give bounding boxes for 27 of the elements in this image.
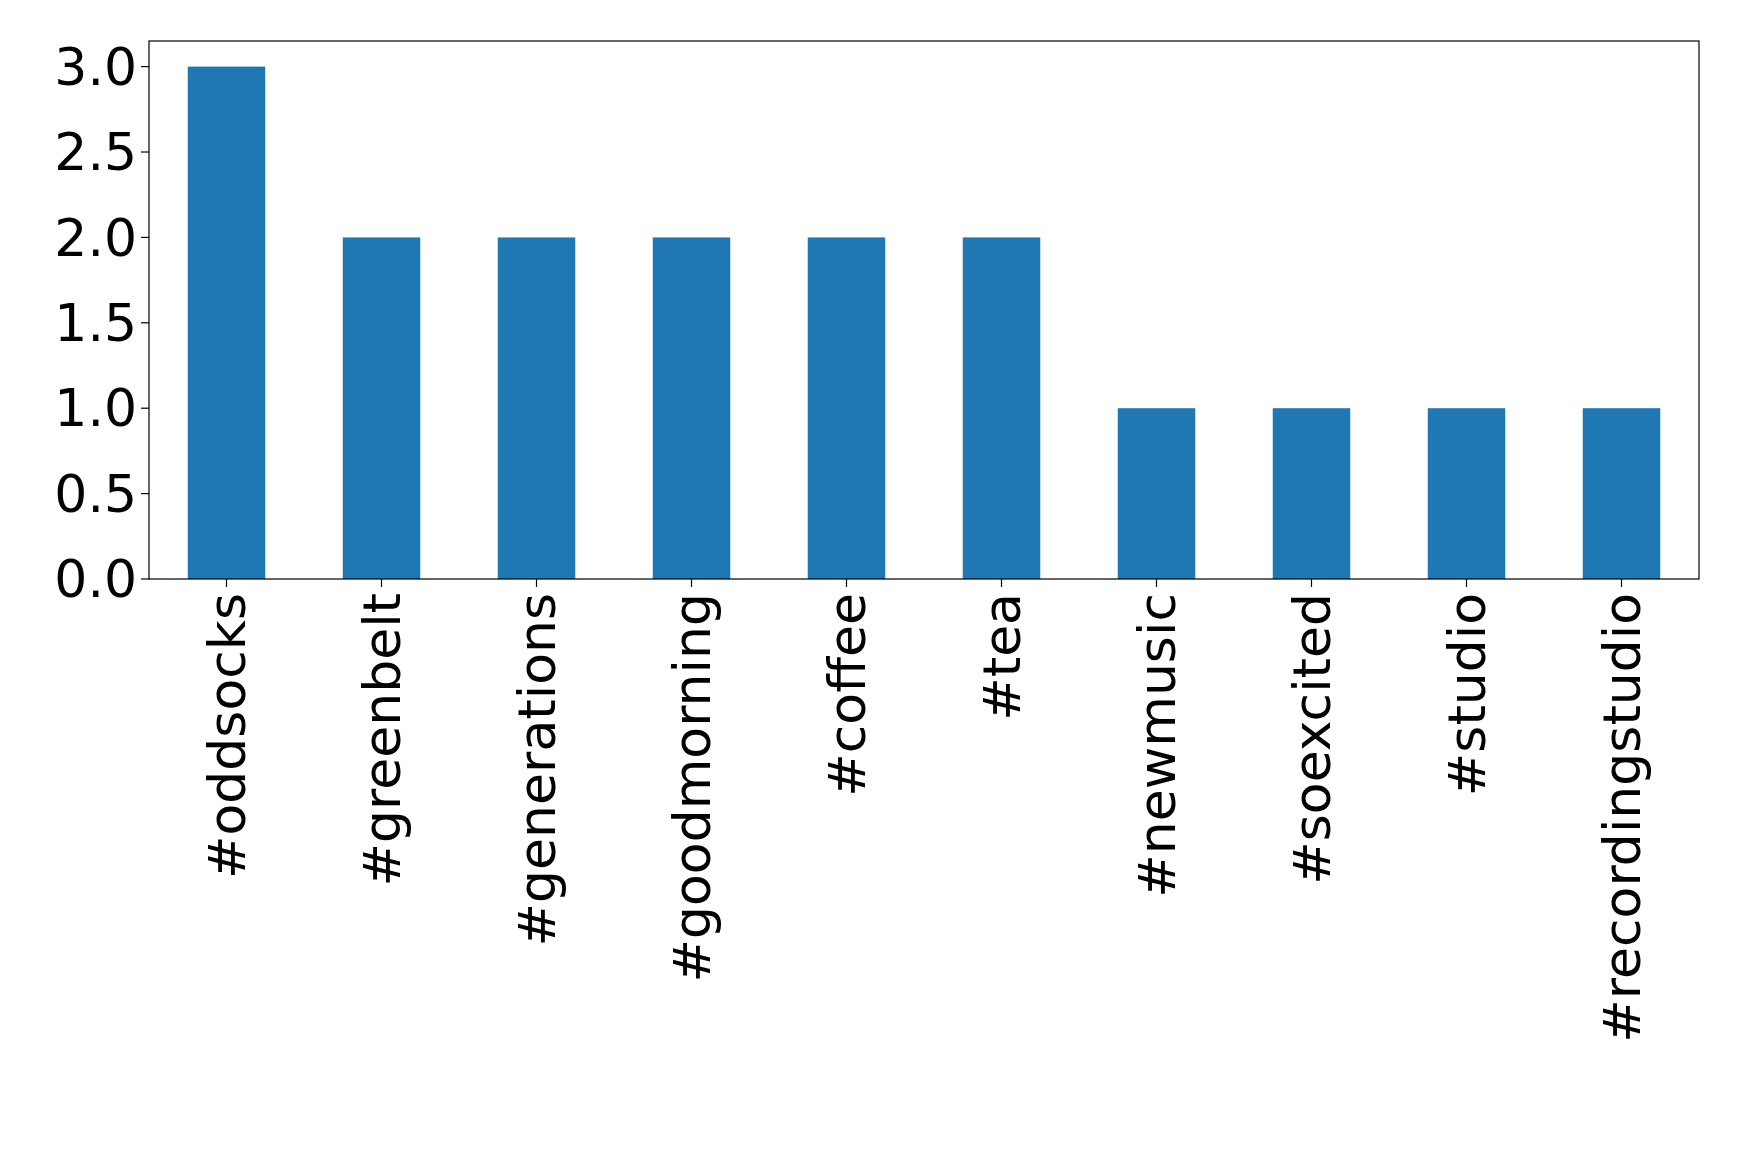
x-tick-label: #soexcited: [1281, 593, 1342, 885]
y-tick-label: 0.0: [54, 549, 137, 610]
bar: [187, 66, 266, 579]
y-tick-label: 1.5: [54, 293, 137, 354]
bar: [807, 237, 886, 579]
bar: [1272, 408, 1351, 579]
x-tick-label: #goodmorning: [661, 593, 722, 983]
y-tick-label: 2.0: [54, 207, 137, 268]
x-tick-label: #newmusic: [1126, 593, 1187, 898]
x-tick-label: #generations: [506, 593, 567, 947]
bar: [962, 237, 1041, 579]
y-tick-label: 1.0: [54, 378, 137, 439]
bar: [497, 237, 576, 579]
bar: [1427, 408, 1506, 579]
x-tick-label: #oddsocks: [196, 593, 257, 880]
y-tick-label: 3.0: [54, 36, 137, 97]
x-tick-label: #greenbelt: [351, 593, 412, 887]
x-tick-label: #tea: [971, 593, 1032, 721]
bar: [652, 237, 731, 579]
y-tick-label: 0.5: [54, 463, 137, 524]
bar: [1582, 408, 1661, 579]
bar: [1117, 408, 1196, 579]
y-tick-label: 2.5: [54, 122, 137, 183]
x-tick-label: #recordingstudio: [1591, 593, 1652, 1043]
bar: [342, 237, 421, 579]
x-tick-label: #studio: [1436, 593, 1497, 797]
x-tick-label: #coffee: [816, 593, 877, 797]
